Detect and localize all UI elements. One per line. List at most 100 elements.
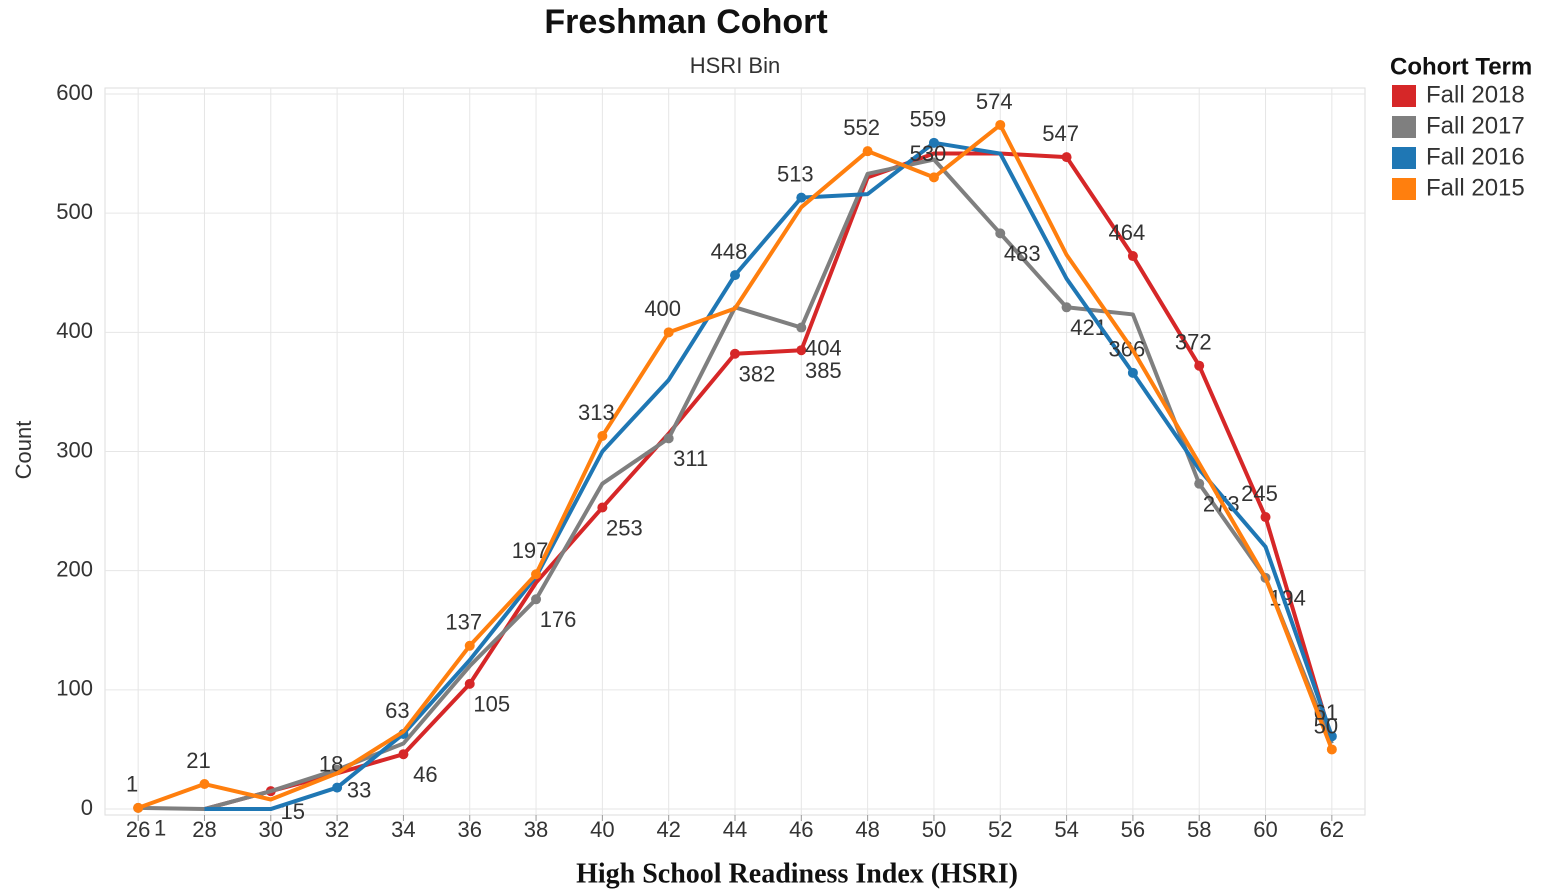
legend-swatch <box>1392 116 1416 138</box>
x-tick-label: 58 <box>1187 817 1211 842</box>
point <box>464 678 475 689</box>
point <box>1127 367 1138 378</box>
x-axis-label: High School Readiness Index (HSRI) <box>576 858 1018 889</box>
x-tick-label: 46 <box>789 817 813 842</box>
point <box>663 327 674 338</box>
data-label: 513 <box>777 161 814 186</box>
point <box>862 146 873 157</box>
series-line <box>203 151 1334 811</box>
data-label: 245 <box>1241 481 1278 506</box>
series-line <box>137 122 1334 810</box>
data-label: 311 <box>673 446 708 471</box>
point <box>796 192 807 203</box>
data-label: 400 <box>644 296 681 321</box>
point <box>1326 744 1337 755</box>
data-label: 197 <box>512 538 549 563</box>
x-tick-label: 56 <box>1121 817 1145 842</box>
x-tick-label: 62 <box>1320 817 1344 842</box>
point <box>796 345 807 356</box>
y-tick-label: 300 <box>56 437 93 462</box>
point <box>597 431 608 442</box>
legend-label: Fall 2016 <box>1426 143 1525 170</box>
x-tick-label: 40 <box>590 817 614 842</box>
data-label: 1 <box>126 772 138 797</box>
x-tick-label: 52 <box>988 817 1012 842</box>
data-label: 46 <box>413 762 437 787</box>
data-label: 382 <box>739 362 776 387</box>
chart-subtitle: HSRI Bin <box>690 53 780 78</box>
data-label: 530 <box>910 141 947 166</box>
data-label: 372 <box>1175 330 1212 355</box>
point <box>1061 152 1072 163</box>
point <box>995 119 1006 130</box>
data-label: 547 <box>1042 121 1079 146</box>
y-tick-label: 500 <box>56 199 93 224</box>
x-tick-label: 28 <box>192 817 216 842</box>
y-tick-label: 0 <box>81 795 93 820</box>
series-line <box>204 140 1334 812</box>
point <box>730 270 740 281</box>
data-label: 552 <box>843 115 880 140</box>
data-label: 176 <box>540 607 577 632</box>
x-tick-label: 36 <box>457 817 481 842</box>
y-tick-label: 100 <box>56 676 93 701</box>
y-tick-label: 200 <box>56 556 93 581</box>
data-label: 559 <box>910 107 947 132</box>
y-tick-label: 600 <box>56 80 93 105</box>
legend-label: Fall 2017 <box>1426 112 1525 139</box>
data-label: 404 <box>805 335 842 360</box>
x-tick-label: 30 <box>259 817 283 842</box>
x-tick-label: 44 <box>723 817 747 842</box>
point <box>1061 302 1072 313</box>
x-tick-label: 32 <box>325 817 349 842</box>
data-label: 464 <box>1109 220 1146 245</box>
y-tick-label: 400 <box>56 318 93 343</box>
data-label: 483 <box>1004 241 1041 266</box>
point <box>199 779 210 790</box>
data-label: 385 <box>805 358 842 383</box>
legend-swatch <box>1392 147 1416 169</box>
point <box>663 433 674 444</box>
legend-swatch <box>1392 85 1416 107</box>
x-tick-label: 26 <box>126 817 150 842</box>
legend-title: Cohort Term <box>1390 53 1532 80</box>
data-label: 313 <box>578 400 615 425</box>
point <box>1194 360 1205 371</box>
point <box>531 569 542 580</box>
point <box>464 640 475 651</box>
data-label: 63 <box>385 698 409 723</box>
point <box>928 172 939 183</box>
point <box>531 594 542 605</box>
point <box>928 137 939 148</box>
x-tick-label: 42 <box>656 817 680 842</box>
data-label: 448 <box>711 239 748 264</box>
point <box>398 749 409 760</box>
x-tick-label: 50 <box>922 817 946 842</box>
data-label: 1 <box>154 816 166 841</box>
x-tick-label: 38 <box>524 817 548 842</box>
x-tick-label: 60 <box>1253 817 1277 842</box>
data-label: 574 <box>976 89 1013 114</box>
point <box>1194 478 1205 489</box>
chart-title: Freshman Cohort <box>544 3 827 41</box>
data-label: 105 <box>473 692 510 717</box>
point <box>730 348 740 359</box>
y-axis-label: Count <box>11 421 36 480</box>
legend-label: Fall 2018 <box>1426 81 1525 108</box>
point <box>133 802 144 813</box>
legend-swatch <box>1392 178 1416 200</box>
data-label: 21 <box>186 748 210 773</box>
point <box>332 782 343 793</box>
point <box>995 228 1006 239</box>
data-label: 253 <box>606 515 643 540</box>
point <box>597 502 608 513</box>
point <box>1260 512 1271 523</box>
data-label: 50 <box>1314 713 1338 738</box>
x-tick-label: 48 <box>855 817 879 842</box>
data-label: 33 <box>347 778 371 803</box>
legend-label: Fall 2015 <box>1426 174 1525 201</box>
data-label: 137 <box>445 610 482 635</box>
x-tick-label: 54 <box>1054 817 1078 842</box>
point <box>796 322 807 333</box>
